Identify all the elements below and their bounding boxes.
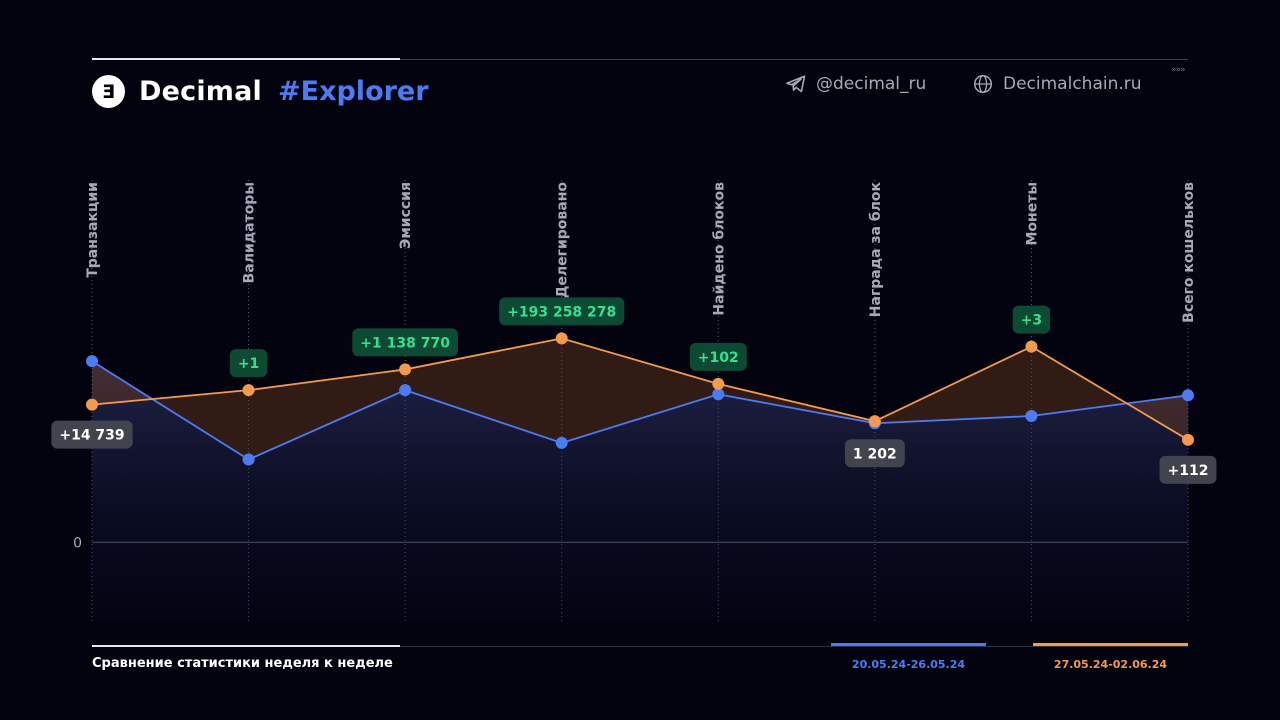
annotation-badge: +102 (689, 342, 747, 371)
y-tick-label: 0 (73, 535, 82, 551)
header-divider-bright (92, 58, 400, 60)
telegram-handle: @decimal_ru (816, 74, 927, 94)
data-point (399, 363, 412, 376)
annotation-text: +3 (1021, 313, 1042, 329)
annotation-badge: +1 138 770 (352, 328, 458, 357)
annotation-badge: +3 (1012, 305, 1051, 334)
category-label: Эмиссия (398, 182, 414, 249)
header-divider (400, 59, 1188, 60)
category-label: Монеты (1024, 182, 1040, 246)
globe-icon (973, 74, 993, 94)
telegram-icon (786, 75, 806, 93)
category-label: Транзакции (85, 182, 101, 278)
series-area-current-week (92, 338, 1188, 460)
legend-label-current-week: 27.05.24-02.06.24 (1053, 658, 1168, 671)
data-point (1182, 389, 1194, 402)
data-point (555, 436, 568, 449)
website-url: Decimalchain.ru (1003, 74, 1142, 94)
category-label: Делегировано (555, 182, 571, 298)
decimal-logo-icon: Ǝ (92, 75, 125, 108)
telegram-link[interactable]: @decimal_ru (786, 74, 926, 94)
category-label: Валидаторы (242, 182, 258, 283)
data-point (712, 388, 725, 401)
brand-name: Decimal (139, 76, 262, 107)
chevrons-icon: »»» (1171, 65, 1185, 75)
category-label: Награда за блок (868, 182, 884, 318)
data-point (86, 355, 98, 368)
annotation-badge: +1 (229, 349, 268, 378)
category-label: Найдено блоков (711, 182, 727, 316)
brand-hashtag: #Explorer (278, 76, 429, 107)
annotation-badge: +112 (1159, 455, 1217, 484)
data-point (555, 332, 568, 345)
annotation-badge: +193 258 278 (499, 297, 625, 326)
legend-swatch-current-week (1033, 643, 1188, 646)
footer-divider-bright (92, 645, 400, 647)
data-point (242, 384, 255, 397)
annotation-text: +193 258 278 (507, 304, 616, 320)
data-point (712, 377, 725, 390)
series-line-current-week (91, 337, 1189, 441)
footer-divider (400, 646, 1188, 647)
data-point (868, 415, 881, 428)
series-area-previous-week (92, 361, 1188, 622)
annotation-badge: 1 202 (844, 439, 905, 468)
annotation-text: +102 (698, 350, 739, 366)
annotation-text: +1 138 770 (360, 335, 450, 351)
annotation-text: +14 739 (59, 428, 124, 444)
annotation-badge: +14 739 (51, 420, 133, 449)
website-link[interactable]: Decimalchain.ru (973, 74, 1142, 94)
annotation-text: +112 (1168, 463, 1209, 479)
category-label: Всего кошельков (1181, 182, 1197, 323)
logo: Ǝ Decimal #Explorer (92, 75, 429, 108)
annotation-text: 1 202 (853, 446, 897, 462)
legend-swatch-previous-week (831, 643, 986, 646)
data-point (399, 384, 412, 397)
series-line-previous-week (91, 360, 1189, 461)
data-point (1182, 433, 1194, 446)
data-point (1025, 410, 1038, 423)
chart-subtitle: Сравнение статистики неделя к неделе (92, 656, 393, 671)
data-point (86, 398, 98, 411)
data-point (1025, 340, 1038, 353)
data-point (242, 453, 255, 466)
legend-label-previous-week: 20.05.24-26.05.24 (851, 658, 966, 671)
annotation-text: +1 (238, 356, 259, 372)
